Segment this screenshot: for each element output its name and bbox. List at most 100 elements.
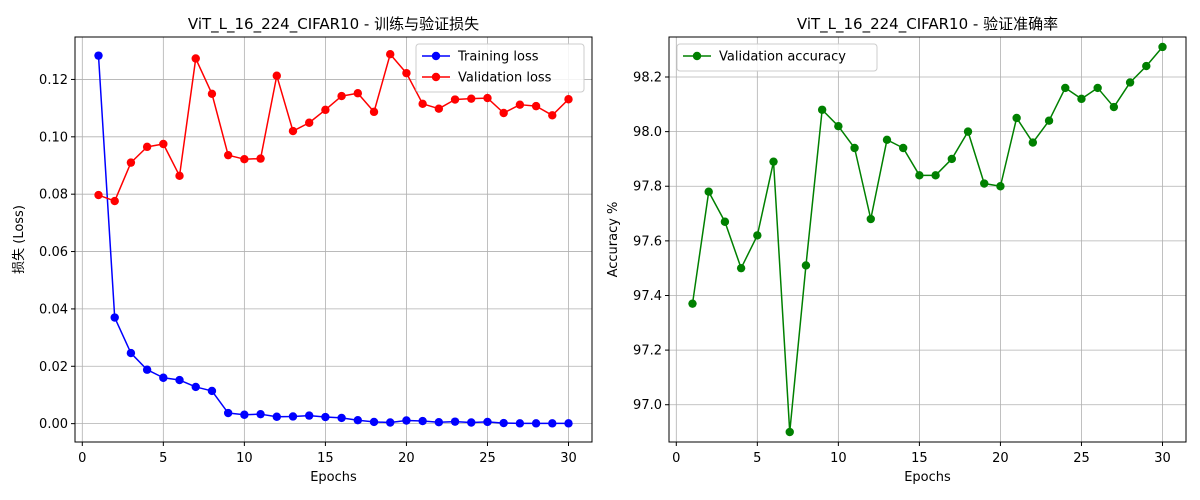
- y-tick-label: 98.0: [633, 125, 662, 140]
- x-tick-label: 5: [159, 451, 167, 466]
- y-tick-label: 97.0: [633, 398, 662, 413]
- data-point-training-loss: [159, 373, 168, 382]
- data-point-validation-accuracy: [736, 263, 746, 273]
- x-tick-label: 20: [992, 451, 1009, 466]
- data-point-training-loss: [321, 412, 330, 422]
- x-tick-label: 30: [1154, 451, 1171, 466]
- data-point-validation-loss: [386, 50, 395, 59]
- x-tick-label: 15: [317, 451, 334, 466]
- chart-panel-2: 0 5 10 15 20 25 30 97.0 97.2 97.4 97.6 97.8 98.0 98.2…: [606, 15, 1187, 485]
- data-point-training-loss: [240, 410, 249, 419]
- data-point-training-loss: [256, 409, 265, 419]
- data-point-training-loss: [304, 411, 314, 420]
- data-point-validation-accuracy: [1109, 102, 1119, 112]
- data-point-training-loss: [386, 418, 395, 427]
- y-tick-label: 0.06: [39, 245, 68, 260]
- legend-swatch-marker: [431, 51, 441, 61]
- x-axis-label: Epochs: [904, 470, 951, 485]
- data-point-validation-accuracy: [753, 231, 762, 240]
- x-tick-label: 0: [672, 451, 680, 466]
- data-point-training-loss: [223, 408, 233, 418]
- data-point-validation-loss: [499, 108, 508, 118]
- data-point-training-loss: [288, 412, 298, 421]
- data-point-validation-loss: [126, 158, 136, 167]
- y-tick-label: 0.10: [39, 130, 68, 145]
- legend-box: [676, 43, 878, 72]
- data-point-validation-accuracy: [1093, 83, 1102, 93]
- data-point-training-loss: [369, 417, 379, 427]
- data-point-training-loss: [434, 418, 444, 427]
- data-point-validation-accuracy: [1077, 94, 1086, 104]
- chart-panel-1: 0 5 10 15 20 25 30 0.00 0.02 0.04 0.06 0.08 0.10 0.12…: [12, 15, 593, 485]
- y-tick-label: 0.00: [39, 417, 68, 432]
- data-point-training-loss: [142, 365, 152, 374]
- plot-frame: [74, 36, 593, 443]
- data-point-validation-loss: [483, 93, 492, 103]
- data-point-validation-loss: [337, 91, 346, 101]
- x-tick-label: 20: [398, 451, 415, 466]
- data-point-validation-accuracy: [785, 427, 794, 437]
- data-point-validation-loss: [94, 190, 103, 200]
- data-point-training-loss: [94, 51, 103, 60]
- data-point-training-loss: [418, 416, 427, 426]
- chart-title: ViT_L_16_224_CIFAR10 - 验证准确率: [797, 15, 1058, 34]
- legend-swatch-marker: [692, 51, 702, 61]
- data-point-validation-accuracy: [898, 143, 908, 153]
- data-point-validation-accuracy: [963, 127, 973, 136]
- data-point-validation-loss: [207, 89, 217, 98]
- x-tick-label: 10: [236, 451, 253, 466]
- y-axis-label: Accuracy %: [606, 202, 621, 278]
- y-axis-label: 损失 (Loss): [12, 205, 27, 274]
- x-tick-label: 10: [830, 451, 847, 466]
- legend-label: Validation accuracy: [719, 50, 846, 65]
- data-point-validation-loss: [191, 54, 200, 63]
- data-point-training-loss: [531, 419, 541, 428]
- data-point-training-loss: [110, 313, 119, 322]
- data-point-training-loss: [175, 375, 184, 385]
- data-point-training-loss: [548, 419, 557, 428]
- data-point-validation-loss: [450, 95, 460, 104]
- data-point-training-loss: [483, 417, 492, 427]
- x-tick-label: 0: [78, 451, 86, 466]
- data-point-validation-loss: [531, 101, 541, 111]
- plot-frame: [668, 36, 1187, 443]
- data-point-validation-accuracy: [996, 182, 1005, 191]
- data-point-training-loss: [191, 382, 200, 392]
- series-line-training-loss: [97, 55, 569, 425]
- data-point-validation-accuracy: [915, 171, 924, 180]
- data-point-training-loss: [450, 417, 460, 426]
- x-tick-label: 5: [753, 451, 761, 466]
- y-tick-label: 98.2: [633, 71, 662, 86]
- data-point-validation-loss: [321, 105, 330, 115]
- data-point-validation-accuracy: [834, 121, 843, 131]
- data-point-validation-loss: [548, 111, 557, 120]
- y-tick-label: 0.08: [39, 188, 68, 203]
- data-point-validation-loss: [159, 139, 168, 149]
- y-tick-label: 0.04: [39, 302, 68, 317]
- data-point-validation-loss: [353, 89, 363, 98]
- y-tick-label: 97.8: [633, 180, 662, 195]
- data-point-validation-accuracy: [720, 217, 730, 226]
- data-point-validation-accuracy: [1061, 83, 1070, 93]
- data-point-validation-accuracy: [1125, 78, 1135, 87]
- legend-swatch-marker: [431, 72, 441, 82]
- data-point-validation-loss: [434, 104, 444, 113]
- data-point-validation-loss: [369, 107, 379, 117]
- data-point-validation-accuracy: [980, 179, 989, 188]
- y-tick-label: 97.4: [633, 289, 662, 304]
- data-point-training-loss: [272, 412, 281, 421]
- legend-label: Validation loss: [458, 71, 552, 86]
- chart-title: ViT_L_16_224_CIFAR10 - 训练与验证损失: [188, 15, 479, 34]
- data-point-validation-loss: [418, 99, 427, 109]
- data-point-validation-accuracy: [1044, 116, 1054, 125]
- data-point-validation-loss: [467, 94, 476, 103]
- x-axis-label: Epochs: [310, 470, 357, 485]
- data-point-training-loss: [353, 416, 363, 425]
- x-tick-label: 15: [911, 451, 928, 466]
- data-point-validation-accuracy: [931, 171, 940, 180]
- data-point-validation-accuracy: [1142, 61, 1151, 71]
- data-point-validation-accuracy: [882, 135, 892, 145]
- data-point-training-loss: [402, 416, 411, 425]
- data-point-training-loss: [207, 386, 217, 396]
